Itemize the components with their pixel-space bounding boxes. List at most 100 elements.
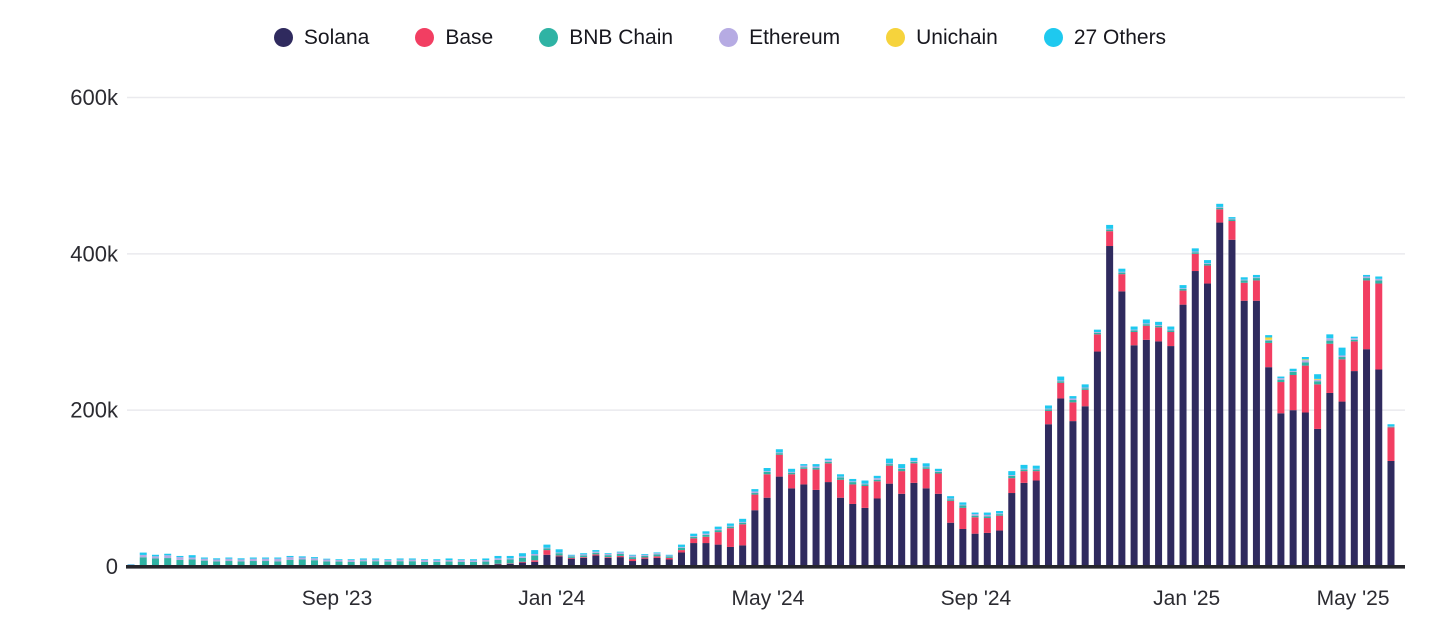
bar-segment[interactable]	[1069, 396, 1077, 399]
bar-segment[interactable]	[690, 543, 698, 567]
bar-segment[interactable]	[849, 478, 857, 482]
bar-segment[interactable]	[1081, 389, 1089, 407]
bar-segment[interactable]	[200, 560, 208, 567]
bar-segment[interactable]	[800, 467, 808, 469]
bar-segment[interactable]	[1142, 319, 1150, 324]
bar-segment[interactable]	[213, 561, 221, 567]
bar-segment[interactable]	[470, 561, 478, 566]
bar-segment[interactable]	[1277, 376, 1285, 379]
bar-segment[interactable]	[690, 533, 698, 537]
bar-segment[interactable]	[775, 452, 783, 454]
bar-segment[interactable]	[702, 533, 710, 535]
legend-item-ethereum[interactable]: Ethereum	[719, 27, 840, 48]
bar-segment[interactable]	[885, 465, 893, 484]
bar-segment[interactable]	[1240, 300, 1248, 567]
bar-segment[interactable]	[849, 481, 857, 483]
bar-segment[interactable]	[1375, 278, 1383, 281]
bar-segment[interactable]	[971, 512, 979, 515]
bar-segment[interactable]	[983, 518, 991, 533]
bar-segment[interactable]	[873, 475, 881, 479]
bar-segment[interactable]	[702, 531, 710, 534]
bar-segment[interactable]	[1142, 323, 1150, 325]
bar-segment[interactable]	[1265, 367, 1273, 567]
bar-segment[interactable]	[518, 556, 526, 558]
bar-segment[interactable]	[898, 468, 906, 472]
bar-segment[interactable]	[947, 498, 955, 500]
bar-segment[interactable]	[506, 555, 514, 559]
bar-segment[interactable]	[653, 553, 661, 555]
bar-segment[interactable]	[1350, 339, 1358, 342]
bar-segment[interactable]	[433, 560, 441, 562]
bar-segment[interactable]	[898, 468, 906, 469]
bar-segment[interactable]	[225, 558, 233, 562]
bar-segment[interactable]	[347, 559, 355, 561]
bar-segment[interactable]	[910, 460, 918, 462]
bar-segment[interactable]	[1204, 265, 1212, 284]
bar-segment[interactable]	[653, 557, 661, 567]
bar-segment[interactable]	[347, 560, 355, 562]
bar-segment[interactable]	[1093, 329, 1101, 332]
bar-segment[interactable]	[1069, 421, 1077, 567]
bar-segment[interactable]	[629, 559, 637, 562]
bar-segment[interactable]	[1191, 271, 1199, 567]
bar-segment[interactable]	[555, 549, 563, 553]
bar-segment[interactable]	[1314, 374, 1322, 379]
bar-segment[interactable]	[225, 561, 233, 567]
bar-segment[interactable]	[604, 553, 612, 554]
bar-segment[interactable]	[739, 518, 747, 522]
bar-segment[interactable]	[1350, 371, 1358, 567]
bar-segment[interactable]	[1057, 382, 1065, 399]
bar-segment[interactable]	[274, 561, 282, 567]
bar-segment[interactable]	[421, 560, 429, 562]
bar-segment[interactable]	[947, 522, 955, 567]
bar-segment[interactable]	[1008, 493, 1016, 567]
bar-segment[interactable]	[555, 555, 563, 557]
bar-segment[interactable]	[837, 476, 845, 478]
bar-segment[interactable]	[714, 544, 722, 567]
bar-segment[interactable]	[837, 497, 845, 567]
bar-segment[interactable]	[567, 554, 575, 556]
bar-segment[interactable]	[1240, 282, 1248, 301]
bar-segment[interactable]	[910, 482, 918, 567]
bar-segment[interactable]	[959, 502, 967, 505]
bar-segment[interactable]	[947, 499, 955, 501]
bar-segment[interactable]	[1265, 337, 1273, 340]
bar-segment[interactable]	[1204, 263, 1212, 266]
bar-segment[interactable]	[457, 560, 465, 562]
bar-segment[interactable]	[1277, 379, 1285, 383]
bar-segment[interactable]	[800, 468, 808, 485]
bar-segment[interactable]	[996, 514, 1004, 516]
bar-segment[interactable]	[751, 489, 759, 492]
bar-segment[interactable]	[237, 558, 245, 560]
bar-segment[interactable]	[714, 528, 722, 531]
bar-segment[interactable]	[751, 491, 759, 494]
bar-segment[interactable]	[604, 553, 612, 556]
bar-segment[interactable]	[898, 493, 906, 567]
bar-segment[interactable]	[1130, 345, 1138, 567]
legend-item-27-others[interactable]: 27 Others	[1043, 27, 1166, 48]
bar-segment[interactable]	[922, 466, 930, 468]
bar-segment[interactable]	[592, 550, 600, 552]
bar-segment[interactable]	[702, 534, 710, 537]
bar-segment[interactable]	[1216, 203, 1224, 207]
bar-segment[interactable]	[690, 538, 698, 544]
bar-segment[interactable]	[372, 559, 380, 562]
bar-segment[interactable]	[151, 556, 159, 559]
bar-segment[interactable]	[1093, 332, 1101, 335]
bar-segment[interactable]	[1093, 334, 1101, 352]
bar-segment[interactable]	[1252, 274, 1260, 278]
bar-segment[interactable]	[1191, 248, 1199, 252]
bar-segment[interactable]	[1387, 424, 1395, 427]
bar-segment[interactable]	[1338, 401, 1346, 567]
bar-segment[interactable]	[885, 464, 893, 466]
bar-segment[interactable]	[1228, 218, 1236, 220]
bar-segment[interactable]	[1350, 336, 1358, 339]
bar-segment[interactable]	[310, 557, 318, 559]
bar-segment[interactable]	[873, 481, 881, 499]
bar-segment[interactable]	[1118, 274, 1126, 292]
bar-segment[interactable]	[677, 547, 685, 551]
bar-segment[interactable]	[518, 553, 526, 557]
bar-segment[interactable]	[861, 483, 869, 485]
bar-segment[interactable]	[837, 479, 845, 498]
bar-segment[interactable]	[1375, 369, 1383, 567]
